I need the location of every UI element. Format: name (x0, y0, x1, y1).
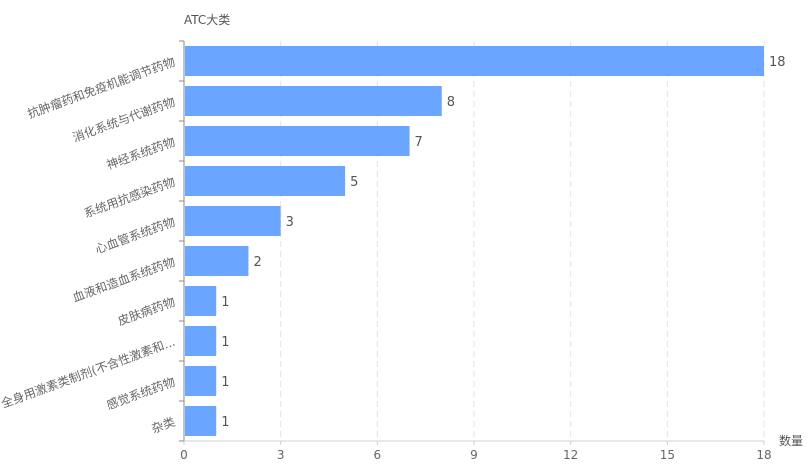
bar (185, 86, 442, 116)
data-label: 3 (286, 215, 294, 230)
data-label: 8 (447, 95, 455, 110)
data-label: 5 (350, 175, 358, 190)
data-label: 1 (221, 375, 229, 390)
category-label: 心血管系统药物 (93, 214, 177, 257)
x-tick-label: 9 (470, 448, 478, 462)
category-label: 杂类 (150, 415, 177, 436)
category-label: 神经系统药物 (105, 135, 177, 173)
bar (185, 286, 217, 316)
bar (185, 206, 281, 236)
data-label: 2 (253, 255, 261, 270)
grid (280, 41, 765, 441)
category-label: 感觉系统药物 (104, 374, 177, 413)
category-label: 血液和造血系统药物 (70, 254, 177, 305)
x-tick-label: 6 (374, 448, 382, 462)
x-axis-title: 数量 (779, 433, 803, 448)
y-axis-title: ATC大类 (184, 13, 230, 27)
bar (185, 326, 217, 356)
data-label: 1 (221, 415, 229, 430)
data-label: 1 (221, 295, 229, 310)
data-label: 1 (221, 335, 229, 350)
data-label: 7 (415, 135, 423, 150)
x-tick-label: 0 (180, 448, 188, 462)
category-label: 全身用激素类制剂(不含性激素和... (0, 334, 177, 411)
x-tick-label: 15 (660, 448, 675, 462)
bar (185, 406, 217, 436)
category-label: 系统用抗感染药物 (82, 174, 177, 221)
bar (185, 46, 764, 76)
bar (185, 366, 217, 396)
bar (185, 126, 410, 156)
x-tick-label: 3 (277, 448, 285, 462)
category-label: 皮肤病药物 (115, 294, 177, 329)
x-tick-label: 18 (756, 448, 771, 462)
x-tick-label: 12 (563, 448, 578, 462)
bar (185, 166, 346, 196)
bars: 18 8 7 5 3 2 1 1 1 1 (185, 46, 786, 436)
bar (185, 246, 249, 276)
category-label: 消化系统与代谢药物 (70, 94, 177, 145)
data-label: 18 (769, 55, 786, 70)
